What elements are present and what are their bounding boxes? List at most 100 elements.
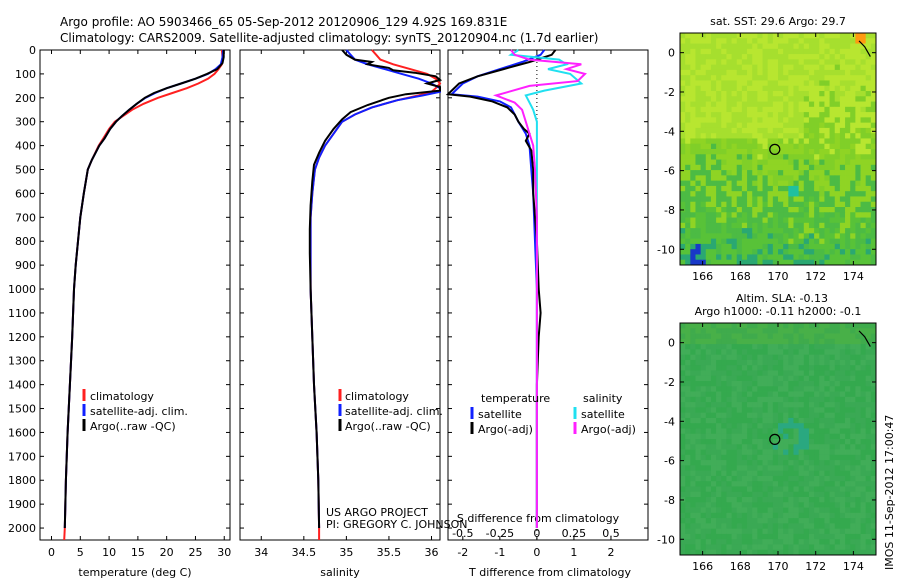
- map-cell: [716, 444, 722, 450]
- map-cell: [783, 417, 789, 424]
- map-cell: [870, 423, 877, 429]
- map-cell: [747, 396, 753, 403]
- map-cell: [772, 460, 779, 466]
- map-cell: [855, 143, 861, 150]
- map-cell: [860, 85, 867, 92]
- map-cell: [845, 127, 851, 134]
- map-cell: [685, 449, 691, 456]
- map-cell: [741, 207, 748, 213]
- map-cell: [788, 138, 794, 145]
- map-cell: [772, 528, 779, 535]
- map-cell: [680, 217, 686, 224]
- map-cell: [757, 544, 763, 551]
- map-cell: [752, 539, 758, 545]
- map-cell: [752, 175, 758, 182]
- map-cell: [772, 523, 779, 530]
- map-cell: [834, 454, 841, 461]
- map-cell: [793, 502, 800, 508]
- map-cell: [731, 127, 738, 134]
- map-cell: [824, 475, 830, 482]
- map-cell: [845, 212, 851, 218]
- map-cell: [788, 502, 794, 508]
- map-cell: [808, 222, 815, 229]
- map-cell: [680, 444, 686, 450]
- map-cell: [716, 249, 722, 255]
- x-tick-label: 1: [570, 546, 577, 559]
- map-cell: [855, 101, 861, 108]
- map-cell: [716, 138, 722, 145]
- map-cell: [845, 465, 851, 472]
- map-cell: [705, 407, 712, 414]
- map-cell: [860, 328, 867, 334]
- map-cell: [839, 323, 846, 329]
- map-cell: [690, 423, 696, 429]
- map-cell: [705, 38, 712, 44]
- x-axis-label: salinity: [320, 566, 360, 579]
- map-cell: [819, 175, 825, 182]
- map-cell: [726, 233, 732, 240]
- map-cell: [741, 180, 748, 187]
- map-cell: [731, 549, 738, 556]
- map-cell: [814, 175, 820, 182]
- map-cell: [778, 454, 784, 461]
- map-cell: [778, 391, 784, 398]
- map-cell: [865, 38, 872, 44]
- map-cell: [814, 359, 820, 366]
- map-cell: [788, 122, 794, 129]
- map-cell: [845, 138, 851, 145]
- map-cell: [778, 518, 784, 524]
- map-cell: [850, 454, 856, 461]
- map-cell: [845, 381, 851, 387]
- map-cell: [695, 375, 702, 382]
- map-cell: [793, 180, 800, 187]
- map-cell: [814, 370, 820, 377]
- map-cell: [865, 539, 872, 545]
- map-cell: [695, 201, 702, 208]
- map-cell: [839, 454, 846, 461]
- map-cell: [788, 64, 794, 71]
- map-cell: [839, 212, 846, 218]
- map-cell: [808, 444, 815, 450]
- map-cell: [736, 43, 743, 50]
- map-cell: [741, 48, 748, 55]
- map-cell: [834, 138, 841, 145]
- map-cell: [721, 344, 727, 350]
- map-cell: [710, 460, 717, 466]
- map-cell: [839, 191, 846, 197]
- map-cell: [680, 475, 686, 482]
- map-cell: [845, 159, 851, 166]
- map-cell: [829, 254, 836, 261]
- map-cell: [814, 233, 820, 240]
- map-cell: [741, 159, 748, 166]
- map-cell: [798, 491, 805, 498]
- map-cell: [762, 196, 769, 203]
- title-line-2: Climatology: CARS2009. Satellite-adjuste…: [60, 31, 598, 45]
- map-cell: [834, 491, 841, 498]
- map-cell: [808, 381, 815, 387]
- map-cell: [829, 370, 836, 377]
- map-cell: [829, 38, 836, 44]
- map-cell: [850, 54, 856, 60]
- map-cell: [736, 196, 743, 203]
- map-cell: [726, 96, 732, 102]
- map-cell: [788, 259, 794, 266]
- map-cell: [690, 149, 696, 155]
- map-cell: [850, 207, 856, 213]
- map-cell: [808, 96, 815, 102]
- map-cell: [870, 180, 877, 187]
- map-cell: [752, 59, 758, 66]
- map-cell: [855, 254, 861, 261]
- map-cell: [865, 228, 872, 234]
- map-cell: [731, 523, 738, 530]
- map-cell: [685, 69, 691, 76]
- map-cell: [700, 164, 707, 171]
- map-cell: [798, 217, 805, 224]
- map-cell: [747, 539, 753, 545]
- map-cell: [783, 365, 789, 371]
- map-cell: [870, 33, 877, 39]
- map-cell: [741, 243, 748, 250]
- map-cell: [855, 127, 861, 134]
- map-cell: [788, 249, 794, 255]
- map-cell: [865, 359, 872, 366]
